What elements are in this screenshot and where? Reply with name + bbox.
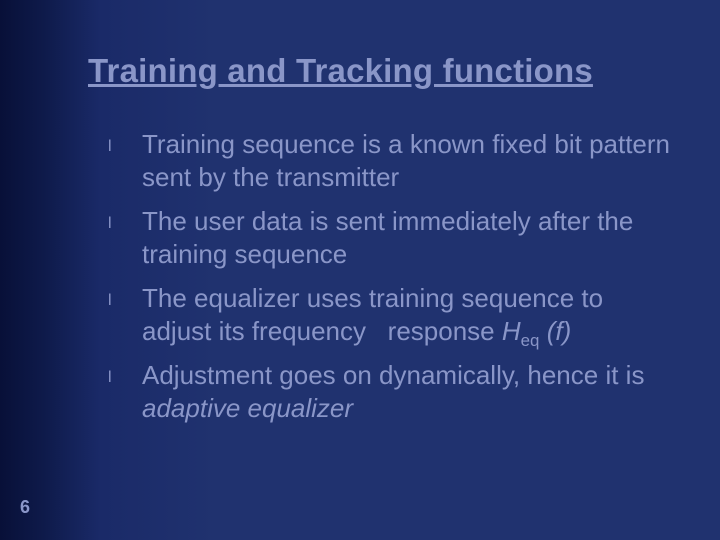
slide-title: Training and Tracking functions xyxy=(88,52,680,90)
list-item: l The equalizer uses training sequence t… xyxy=(108,282,676,347)
bullet-text: The equalizer uses training sequence to … xyxy=(142,282,676,347)
list-item: l Training sequence is a known fixed bit… xyxy=(108,128,676,193)
page-number: 6 xyxy=(20,497,30,518)
list-item: l Adjustment goes on dynamically, hence … xyxy=(108,359,676,424)
slide: Training and Tracking functions l Traini… xyxy=(0,0,720,540)
bullet-text: Adjustment goes on dynamically, hence it… xyxy=(142,359,676,424)
bullet-icon: l xyxy=(108,282,142,318)
bullet-icon: l xyxy=(108,205,142,241)
list-item: l The user data is sent immediately afte… xyxy=(108,205,676,270)
slide-body: l Training sequence is a known fixed bit… xyxy=(108,128,676,436)
bullet-text: Training sequence is a known fixed bit p… xyxy=(142,128,676,193)
bullet-icon: l xyxy=(108,128,142,164)
bullet-icon: l xyxy=(108,359,142,395)
bullet-text: The user data is sent immediately after … xyxy=(142,205,676,270)
